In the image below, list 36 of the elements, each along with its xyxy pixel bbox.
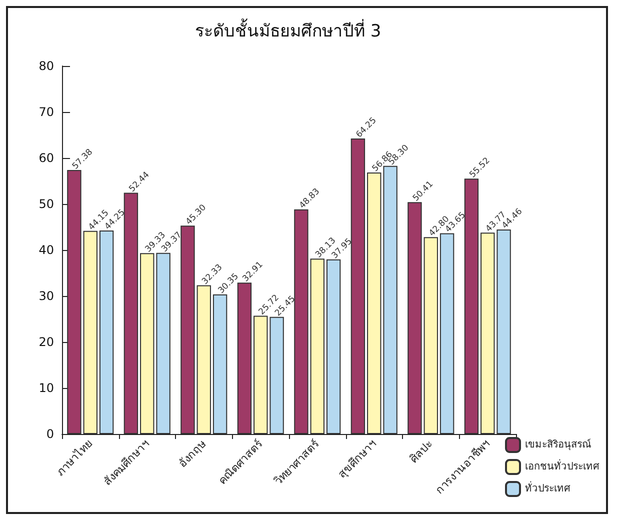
- y-tick-label: 70: [38, 105, 54, 119]
- bar: [480, 232, 495, 434]
- bar: [367, 172, 382, 434]
- legend-label: ทั่วประเทศ: [525, 480, 571, 494]
- bar: [99, 230, 114, 434]
- y-tick-label: 50: [38, 197, 54, 211]
- y-tick-label: 20: [38, 335, 54, 349]
- bar: [140, 253, 154, 434]
- bar: [294, 209, 308, 434]
- bar: [156, 252, 170, 434]
- bar: [124, 192, 138, 434]
- bar: [180, 226, 195, 434]
- bar: [464, 178, 479, 434]
- bar: [254, 316, 268, 434]
- y-tick-label: 10: [38, 381, 54, 395]
- bar: [350, 138, 366, 434]
- bar: [496, 229, 511, 434]
- bar: [83, 230, 98, 434]
- bar: [440, 233, 454, 434]
- bar: [310, 258, 324, 434]
- bar: [326, 259, 341, 434]
- y-tick-label: 60: [38, 151, 54, 165]
- bar: [424, 237, 438, 434]
- y-tick-label: 80: [38, 59, 54, 73]
- chart-title: ระดับชั้นมัธยมศึกษาปีที่ 3: [195, 18, 382, 42]
- y-tick-label: 40: [38, 243, 54, 257]
- bar: [270, 316, 284, 434]
- bar: [237, 282, 252, 434]
- legend-label: เอกชนทั่วประเทศ: [525, 458, 600, 472]
- legend-label: เขมะสิริอนุสรณ์: [525, 438, 591, 450]
- y-tick-label: 0: [46, 427, 54, 441]
- bar: [67, 170, 82, 434]
- bar: [408, 202, 422, 434]
- y-tick-label: 30: [38, 289, 54, 303]
- bar: [212, 294, 228, 434]
- bar: [196, 285, 211, 434]
